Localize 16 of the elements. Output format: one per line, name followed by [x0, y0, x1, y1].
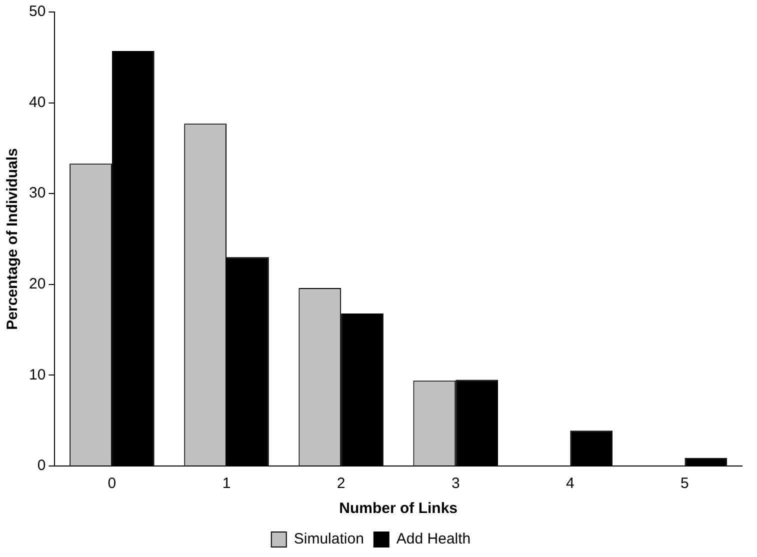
x-axis-title: Number of Links: [339, 500, 458, 518]
y-tick-label: 50: [28, 3, 46, 20]
x-tick-label: 0: [108, 475, 116, 492]
legend-label: Add Health: [396, 530, 471, 548]
x-tick-label: 1: [222, 475, 231, 492]
legend-label: Simulation: [294, 530, 364, 548]
y-tick-label: 20: [28, 276, 46, 293]
x-tick-label: 5: [680, 475, 689, 492]
y-axis-title: Percentage of Individuals: [4, 148, 22, 330]
y-tick-label: 30: [28, 184, 46, 202]
x-tick-label: 3: [451, 475, 460, 492]
y-tick-label: 40: [28, 94, 46, 111]
x-tick-label: 4: [566, 475, 574, 492]
y-tick-label: 10: [28, 366, 46, 384]
x-tick-label: 2: [336, 475, 346, 492]
y-tick-label: 0: [37, 457, 46, 474]
